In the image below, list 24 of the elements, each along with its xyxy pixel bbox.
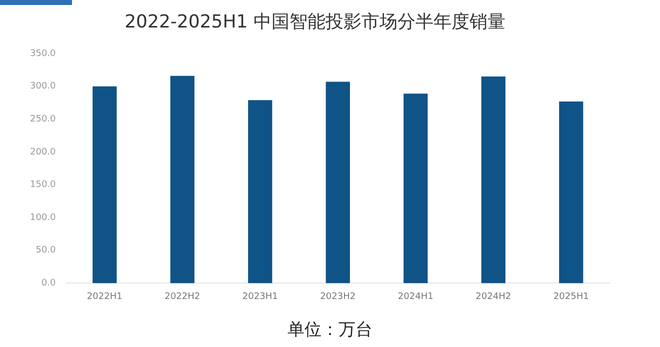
y-tick-label: 200.0 <box>30 147 56 158</box>
y-tick-label: 300.0 <box>30 82 56 92</box>
y-tick-label: 50.0 <box>36 246 56 256</box>
text: 单位：万台 <box>288 320 372 340</box>
bar <box>92 86 117 284</box>
x-tick-label: 2023H1 <box>242 292 278 302</box>
x-tick-label: 2025H1 <box>553 292 589 302</box>
x-tick-label: 2024H2 <box>476 292 512 302</box>
bar <box>326 82 350 284</box>
bar <box>248 100 272 284</box>
y-tick-label: 350.0 <box>30 48 56 59</box>
y-tick-label: 150.0 <box>30 180 56 190</box>
chart-title: 2022-2025H1 中国智能投影市场分半年度销量 <box>124 11 506 32</box>
x-tick-label: 2024H1 <box>398 292 434 302</box>
bar <box>481 76 506 284</box>
bar <box>559 101 584 284</box>
x-tick-label: 2022H1 <box>86 292 122 302</box>
bar <box>170 76 194 284</box>
bar <box>404 94 428 284</box>
x-tick-label: 2023H2 <box>320 292 356 302</box>
x-tick-label: 2022H2 <box>164 292 200 302</box>
y-tick-label: 100.0 <box>30 212 56 223</box>
y-tick-label: 250.0 <box>30 114 56 125</box>
y-tick-label: 0.0 <box>41 278 56 289</box>
